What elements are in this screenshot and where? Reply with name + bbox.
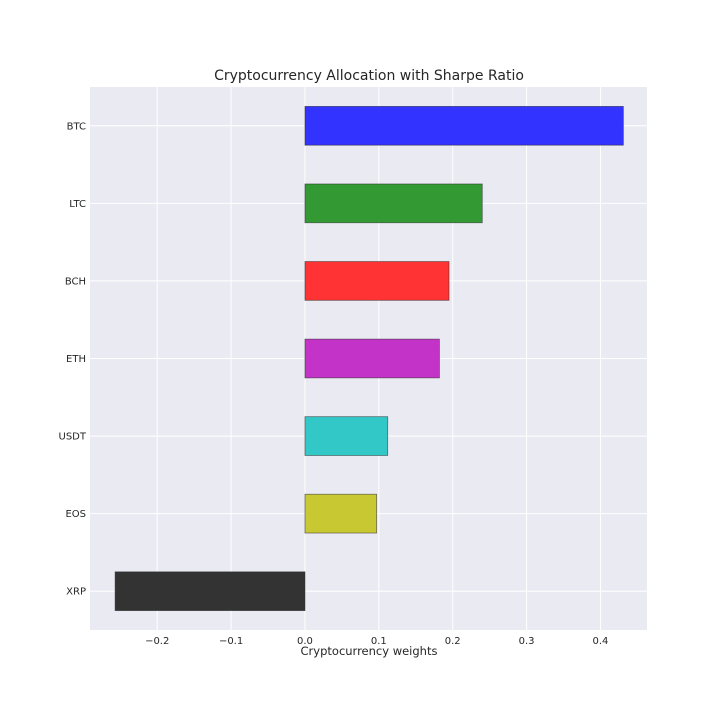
y-tick-label: XRP bbox=[66, 587, 86, 598]
y-tick-labels: BTC LTC BCH ETH USDT EOS XRP bbox=[59, 121, 87, 597]
y-tick-label: BTC bbox=[67, 121, 86, 132]
chart-title: Cryptocurrency Allocation with Sharpe Ra… bbox=[214, 68, 524, 84]
bar-btc bbox=[304, 105, 624, 146]
x-axis-label: Cryptocurrency weights bbox=[301, 644, 438, 658]
x-tick-label: 0.2 bbox=[445, 636, 461, 647]
y-tick-label: EOS bbox=[65, 509, 86, 520]
y-tick-label: BCH bbox=[65, 276, 86, 287]
x-tick-label: 0.0 bbox=[297, 636, 313, 647]
x-tick-label: 0.4 bbox=[593, 636, 609, 647]
bars bbox=[114, 105, 624, 612]
bar-xrp bbox=[114, 571, 306, 612]
x-tick-label: −0.1 bbox=[219, 636, 243, 647]
bar-eos bbox=[304, 493, 378, 534]
bar-ltc bbox=[304, 183, 483, 224]
y-tick-label: LTC bbox=[69, 199, 86, 210]
x-tick-label: 0.3 bbox=[519, 636, 535, 647]
bar-bch bbox=[304, 261, 450, 301]
x-tick-label: −0.2 bbox=[145, 636, 169, 647]
x-tick-label: 0.1 bbox=[371, 636, 387, 647]
bar-usdt bbox=[304, 416, 389, 456]
y-tick-label: ETH bbox=[66, 354, 86, 365]
y-tick-label: USDT bbox=[59, 432, 87, 443]
bar-eth bbox=[304, 338, 440, 379]
x-tick-labels: −0.2 −0.1 0.0 0.1 0.2 0.3 0.4 bbox=[145, 636, 608, 647]
